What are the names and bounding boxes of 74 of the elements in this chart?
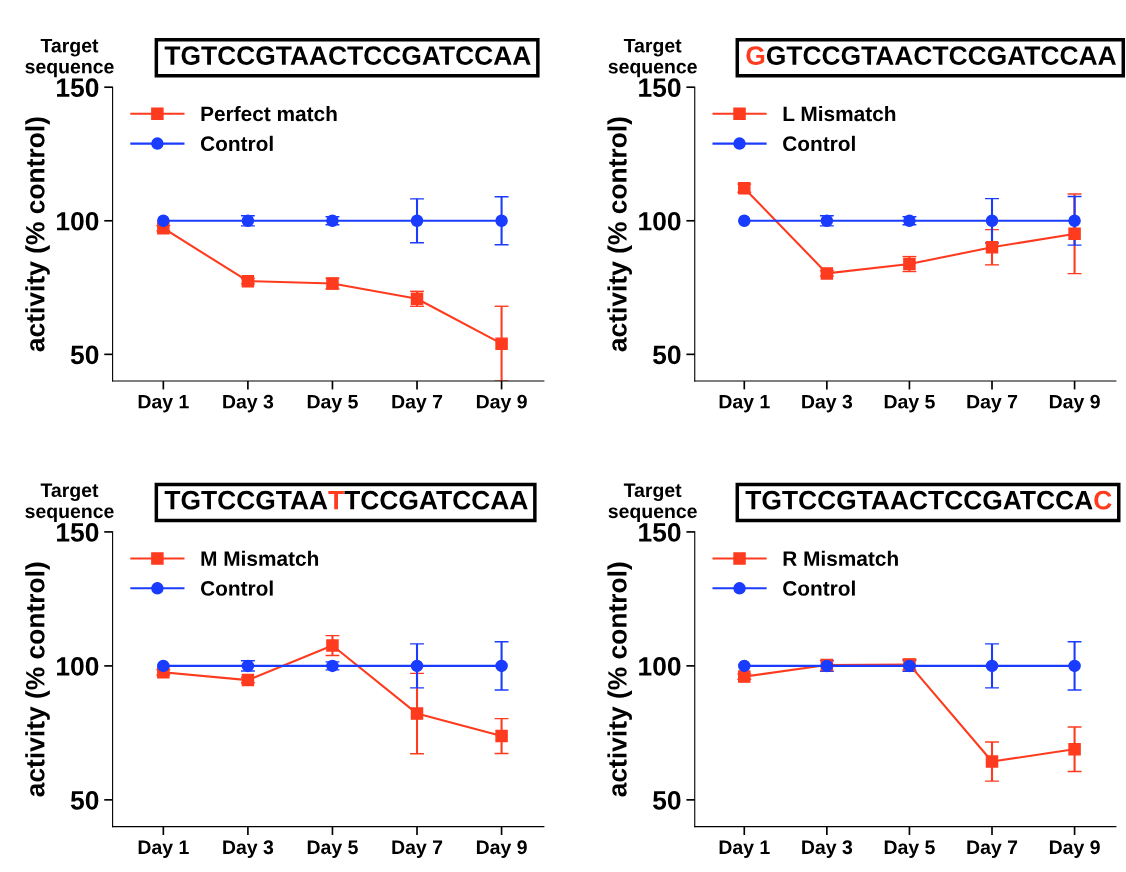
y-tick-label: 50 (70, 791, 99, 810)
x-tick-label: Day 5 (307, 840, 358, 858)
point (1068, 742, 1081, 756)
point (985, 755, 999, 768)
x-tick-label: Day 3 (223, 394, 274, 413)
y-axis-title: activity (% control) (25, 117, 50, 352)
point (495, 337, 508, 350)
x-tick-label: Day 9 (1049, 840, 1100, 858)
legend-label: Perfect match (201, 105, 337, 122)
x-tick-label: Day 3 (223, 840, 274, 858)
point (985, 240, 999, 254)
y-tick-label: 100 (639, 657, 681, 676)
legend-label: R Mismatch (783, 550, 898, 566)
chart-subtitle: Target sequence (25, 38, 114, 78)
y-tick-label: 50 (653, 791, 681, 810)
legend-label: Control (200, 580, 273, 596)
point (157, 214, 170, 228)
x-tick-label: Day 7 (392, 394, 443, 413)
x-tick-label: Day 7 (967, 394, 1018, 413)
y-axis-title: activity (% control) (607, 117, 632, 352)
chart-title: TGTCCGTAACTCCGATCCAC (745, 490, 1112, 510)
legend-label: Control (783, 580, 855, 596)
chart-title: GGTCCGTAACTCCGATCCAA (746, 46, 1116, 65)
x-tick-label: Day 1 (138, 840, 189, 858)
point (985, 214, 999, 228)
point (1068, 659, 1081, 673)
y-tick-label: 150 (639, 78, 681, 98)
point (495, 659, 508, 673)
x-tick-label: Day 9 (476, 840, 527, 858)
chart-subtitle: Target sequence (25, 483, 114, 522)
point (738, 670, 751, 683)
point (157, 659, 170, 673)
point (985, 659, 999, 673)
x-tick-label: Day 9 (476, 394, 527, 413)
x-tick-label: Day 1 (138, 394, 189, 413)
point (241, 673, 255, 687)
point (326, 639, 339, 652)
x-tick-label: Day 5 (884, 394, 935, 413)
x-tick-label: Day 9 (1049, 394, 1100, 413)
y-tick-label: 100 (639, 211, 681, 231)
point (495, 729, 508, 743)
x-tick-label: Day 3 (802, 394, 853, 413)
y-axis-title: activity (% control) (607, 562, 632, 797)
legend-label: Control (200, 135, 273, 152)
x-tick-label: Day 7 (392, 840, 443, 858)
chart-subtitle: Target sequence (608, 38, 697, 78)
point (1068, 227, 1081, 241)
y-tick-label: 150 (639, 523, 681, 542)
point (410, 214, 424, 228)
point (410, 659, 424, 673)
legend-label: Control (783, 135, 855, 152)
x-tick-label: Day 1 (719, 840, 770, 858)
chart-title: TGTCCGTAACTCCGATCCAA (164, 46, 531, 65)
point (738, 659, 751, 673)
point (738, 214, 751, 228)
legend-label: M Mismatch (201, 550, 319, 566)
x-tick-label: Day 7 (967, 840, 1018, 858)
x-tick-label: Day 3 (802, 840, 853, 858)
point (1068, 214, 1081, 228)
legend-label: L Mismatch (783, 105, 896, 122)
point (410, 707, 424, 720)
point (495, 214, 508, 228)
x-tick-label: Day 1 (719, 394, 770, 413)
x-tick-label: Day 5 (307, 394, 358, 413)
y-tick-label: 150 (57, 78, 99, 98)
y-tick-label: 50 (653, 345, 681, 365)
y-tick-label: 50 (70, 345, 99, 365)
x-tick-label: Day 5 (884, 840, 935, 858)
y-tick-label: 150 (57, 523, 99, 542)
chart-subtitle: Target sequence (608, 483, 697, 522)
chart-title: TGTCCGTAATTCCGATCCAA (164, 490, 528, 510)
y-axis-title: activity (% control) (25, 562, 50, 797)
y-tick-label: 100 (57, 211, 99, 231)
y-tick-label: 100 (57, 657, 99, 676)
